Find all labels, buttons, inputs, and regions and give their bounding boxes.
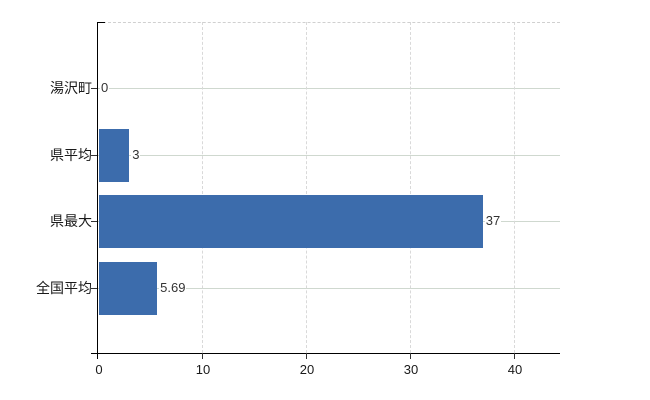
x-tick xyxy=(514,353,515,359)
category-label: 湯沢町 xyxy=(50,80,92,96)
x-tick-label: 10 xyxy=(195,362,211,377)
v-gridline xyxy=(306,22,307,353)
bar xyxy=(99,195,483,248)
bar-value-label: 5.69 xyxy=(159,280,187,296)
bar-value-label: 3 xyxy=(131,147,141,163)
v-gridline xyxy=(514,22,515,353)
h-gridline xyxy=(98,88,560,89)
y-axis xyxy=(97,22,98,359)
x-tick xyxy=(202,353,203,359)
x-tick xyxy=(306,353,307,359)
plot-top-border xyxy=(98,22,560,23)
bar-value-label: 0 xyxy=(100,80,110,96)
bar xyxy=(99,129,129,182)
x-tick-label: 0 xyxy=(95,362,103,377)
x-axis xyxy=(91,353,560,354)
bar xyxy=(99,262,157,315)
category-label: 全国平均 xyxy=(36,280,92,296)
y-tick xyxy=(91,221,97,222)
bar-value-label: 37 xyxy=(484,213,502,229)
x-tick-label: 20 xyxy=(299,362,315,377)
y-axis-top-cap xyxy=(97,22,105,23)
category-label: 県平均 xyxy=(50,147,92,163)
y-tick xyxy=(91,288,97,289)
h-gridline xyxy=(98,155,560,156)
y-tick xyxy=(91,155,97,156)
h-gridline xyxy=(98,288,560,289)
x-tick-label: 30 xyxy=(403,362,419,377)
x-tick xyxy=(410,353,411,359)
v-gridline xyxy=(202,22,203,353)
x-tick-label: 40 xyxy=(507,362,523,377)
y-tick xyxy=(91,88,97,89)
category-label: 県最大 xyxy=(50,213,92,229)
v-gridline xyxy=(410,22,411,353)
